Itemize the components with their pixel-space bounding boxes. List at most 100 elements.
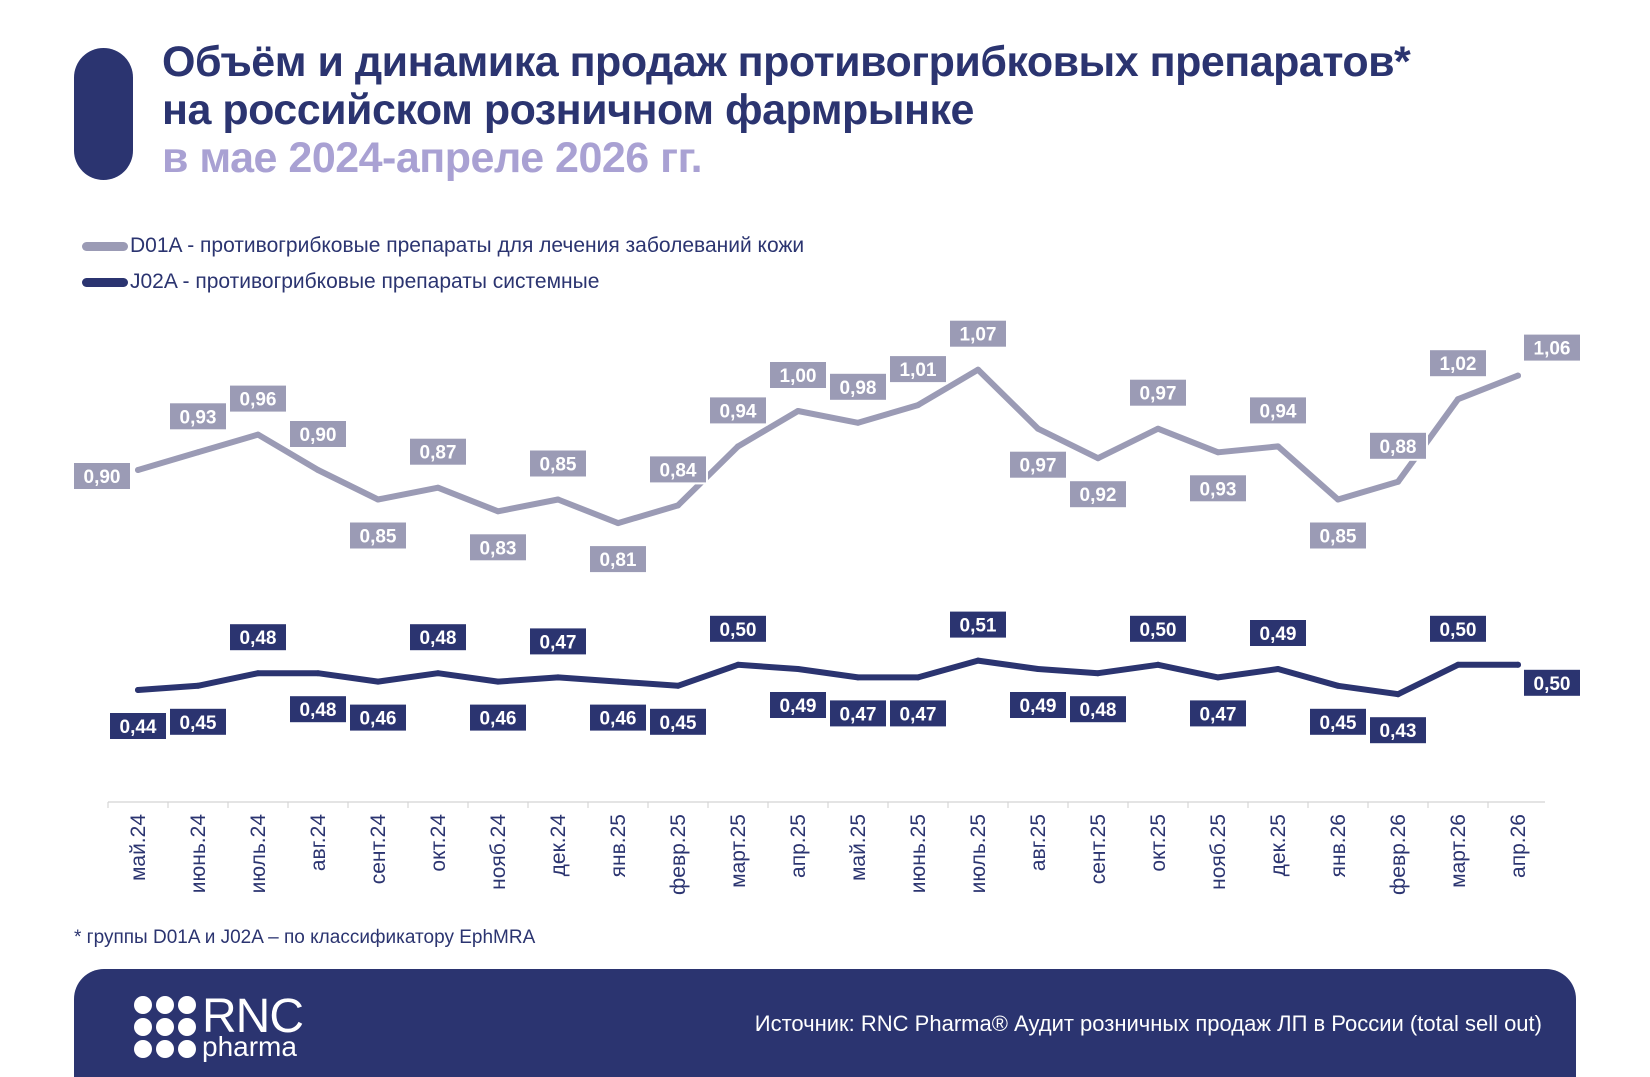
data-point: [315, 670, 321, 677]
data-label-text: 0,45: [180, 713, 217, 734]
data-label-text: 0,49: [1020, 696, 1057, 717]
data-point: [1335, 496, 1341, 503]
data-label-text: 0,88: [1380, 437, 1417, 458]
data-point: [975, 366, 981, 373]
data-label: 0,93: [168, 401, 228, 432]
data-label-text: 1,06: [1534, 339, 1571, 360]
data-label-text: 0,50: [1440, 620, 1477, 641]
legend-label-d01a: D01A - противогрибковые препараты для ле…: [130, 234, 805, 257]
data-label-text: 0,85: [540, 455, 577, 476]
data-label-text: 0,45: [1320, 713, 1357, 734]
x-tick-label: февр.26: [1387, 814, 1410, 895]
data-point: [1275, 443, 1281, 450]
data-label-text: 0,51: [960, 616, 997, 637]
data-point: [855, 674, 861, 681]
data-label: 0,47: [1188, 698, 1248, 729]
x-tick-label: июнь.24: [187, 814, 210, 894]
data-label-text: 0,48: [1080, 700, 1117, 721]
data-label: 1,00: [768, 360, 828, 390]
data-label: 0,88: [1368, 430, 1428, 461]
data-label-text: 0,84: [660, 460, 697, 481]
data-label: 1,01: [888, 354, 948, 385]
data-label: 0,45: [1308, 706, 1368, 737]
data-label: 0,51: [948, 609, 1008, 640]
data-label: 0,48: [228, 622, 288, 653]
data-label-text: 0,43: [1380, 721, 1417, 742]
data-point: [135, 687, 141, 693]
data-label: 0,97: [1008, 449, 1068, 480]
data-point: [1335, 682, 1341, 689]
data-point: [1035, 666, 1041, 672]
data-label: 0,85: [348, 520, 408, 551]
title-accent-bar: [74, 48, 133, 180]
data-label: 0,50: [708, 613, 768, 644]
footer-bar: RNC pharma Источник: RNC Pharma® Аудит р…: [74, 969, 1576, 1077]
legend-swatch-d01a: [82, 241, 128, 251]
legend-item-d01a: D01A - противогрибковые препараты для ле…: [82, 228, 804, 264]
x-tick-label: окт.24: [427, 814, 450, 872]
data-label-text: 1,01: [900, 360, 937, 381]
x-tick-label: март.25: [727, 814, 750, 888]
data-label: 0,44: [108, 711, 168, 741]
legend-item-j02a: J02A - противогрибковые препараты систем…: [82, 264, 804, 300]
x-tick-label: нояб.24: [487, 814, 510, 890]
data-label: 0,48: [408, 622, 468, 653]
data-label: 0,45: [168, 706, 228, 737]
data-label-text: 0,81: [600, 550, 637, 571]
x-tick-label: июнь.25: [907, 814, 930, 893]
data-label-text: 0,47: [540, 632, 577, 653]
data-label: 0,46: [588, 702, 648, 733]
data-point: [915, 674, 921, 681]
data-point: [315, 467, 321, 473]
data-label: 0,43: [1368, 715, 1428, 746]
data-label: 0,49: [768, 690, 828, 720]
x-tick-label: апр.25: [787, 814, 810, 878]
data-label-text: 0,94: [1260, 401, 1297, 422]
data-label-text: 0,90: [84, 467, 121, 488]
data-label: 1,02: [1428, 348, 1488, 379]
title-line-2: на российском розничном фармрынке: [162, 86, 974, 134]
data-point: [435, 670, 441, 677]
footnote: * группы D01A и J02A – по классификатору…: [74, 927, 536, 948]
data-point: [495, 678, 501, 685]
data-label: 0,87: [408, 436, 468, 467]
data-label: 0,45: [648, 706, 708, 737]
data-label: 0,97: [1128, 377, 1188, 408]
data-label: 0,85: [528, 448, 588, 479]
data-point: [1275, 666, 1281, 672]
x-tick-label: май.25: [847, 814, 870, 881]
data-label: 1,07: [948, 318, 1008, 349]
data-label: 0,96: [228, 383, 288, 414]
data-point: [1515, 372, 1521, 379]
source-note: Источник: RNC Pharma® Аудит розничных пр…: [754, 1011, 1542, 1036]
data-point: [1455, 396, 1461, 403]
data-point: [1395, 478, 1401, 485]
data-point: [855, 419, 861, 426]
logo-dots-icon: [134, 996, 196, 1058]
data-label-text: 0,90: [300, 425, 337, 446]
data-label-text: 1,02: [1440, 354, 1477, 375]
data-label: 0,83: [468, 532, 528, 563]
data-label: 0,50: [1522, 667, 1582, 698]
series-line-0: [135, 366, 1521, 527]
data-label-text: 0,85: [1320, 527, 1357, 548]
data-point: [1095, 670, 1101, 677]
title-line-3: в мае 2024-апреле 2026 гг.: [162, 134, 703, 182]
data-label-text: 0,44: [120, 717, 157, 738]
data-label: 0,84: [648, 454, 708, 485]
line-chart: май.24 июнь.24 июль.24 авг.24 сент.24 окт.24 н…: [72, 318, 1582, 895]
data-label: 1,06: [1522, 332, 1582, 363]
data-point: [135, 467, 141, 473]
data-label-text: 0,92: [1080, 485, 1117, 506]
data-point: [1395, 691, 1401, 698]
data-point: [375, 496, 381, 503]
data-point: [615, 678, 621, 685]
data-label: 0,98: [828, 371, 888, 402]
x-tick-label: февр.25: [667, 814, 690, 895]
data-label-text: 0,94: [720, 401, 757, 422]
data-label: 0,50: [1428, 613, 1488, 644]
x-tick-label: янв.26: [1327, 814, 1350, 877]
data-point: [435, 484, 441, 491]
data-label-text: 0,50: [1534, 674, 1571, 695]
data-label: 0,47: [528, 626, 588, 657]
